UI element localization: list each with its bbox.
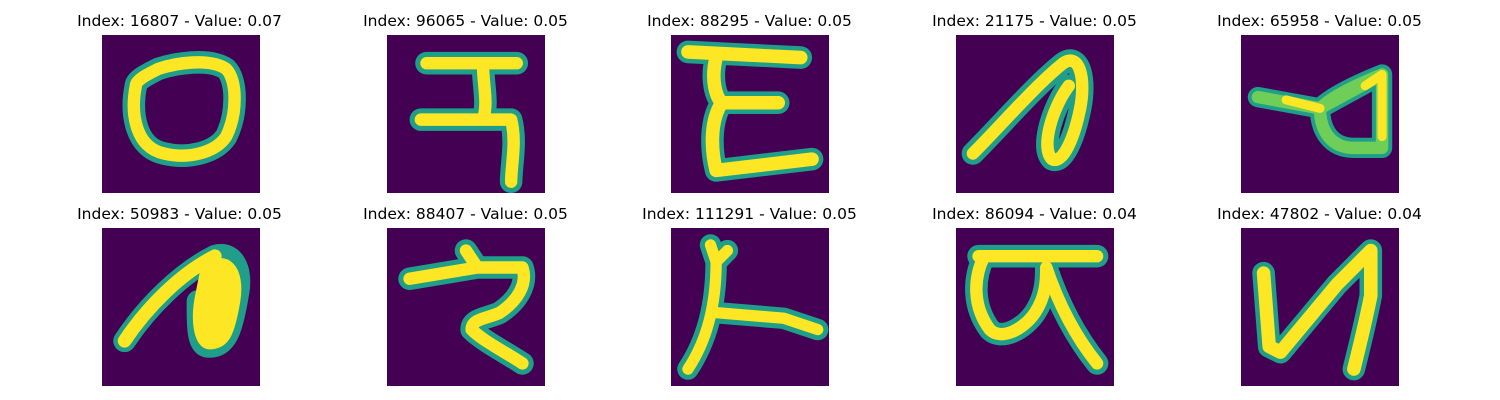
panel-title: Index: 88295 - Value: 0.05 bbox=[647, 12, 852, 30]
panel-title: Index: 65958 - Value: 0.05 bbox=[1217, 12, 1422, 30]
digit-image-6 bbox=[102, 228, 260, 386]
digit-image-3 bbox=[671, 35, 829, 193]
digit-image-5 bbox=[1241, 35, 1399, 193]
digit-image-8 bbox=[671, 228, 829, 386]
handwritten-glyph bbox=[1241, 35, 1399, 193]
digit-image-9 bbox=[956, 228, 1114, 386]
handwritten-glyph bbox=[671, 35, 829, 193]
digit-image-7 bbox=[387, 228, 545, 386]
handwritten-glyph bbox=[956, 35, 1114, 193]
panel-title: Index: 86094 - Value: 0.04 bbox=[932, 205, 1137, 223]
panel-title: Index: 96065 - Value: 0.05 bbox=[363, 12, 568, 30]
handwritten-glyph bbox=[387, 228, 545, 386]
handwritten-glyph bbox=[956, 228, 1114, 386]
digit-image-4 bbox=[956, 35, 1114, 193]
panel-title: Index: 16807 - Value: 0.07 bbox=[77, 12, 282, 30]
digit-image-10 bbox=[1241, 228, 1399, 386]
handwritten-glyph bbox=[387, 35, 545, 193]
panel-title: Index: 21175 - Value: 0.05 bbox=[932, 12, 1137, 30]
handwritten-glyph bbox=[671, 228, 829, 386]
panel-title: Index: 88407 - Value: 0.05 bbox=[363, 205, 568, 223]
digit-image-2 bbox=[387, 35, 545, 193]
handwritten-glyph bbox=[102, 228, 260, 386]
panel-title: Index: 111291 - Value: 0.05 bbox=[642, 205, 857, 223]
panel-title: Index: 50983 - Value: 0.05 bbox=[77, 205, 282, 223]
digit-image-1 bbox=[102, 35, 260, 193]
handwritten-glyph bbox=[1241, 228, 1399, 386]
panel-title: Index: 47802 - Value: 0.04 bbox=[1217, 205, 1422, 223]
handwritten-glyph bbox=[102, 35, 260, 193]
